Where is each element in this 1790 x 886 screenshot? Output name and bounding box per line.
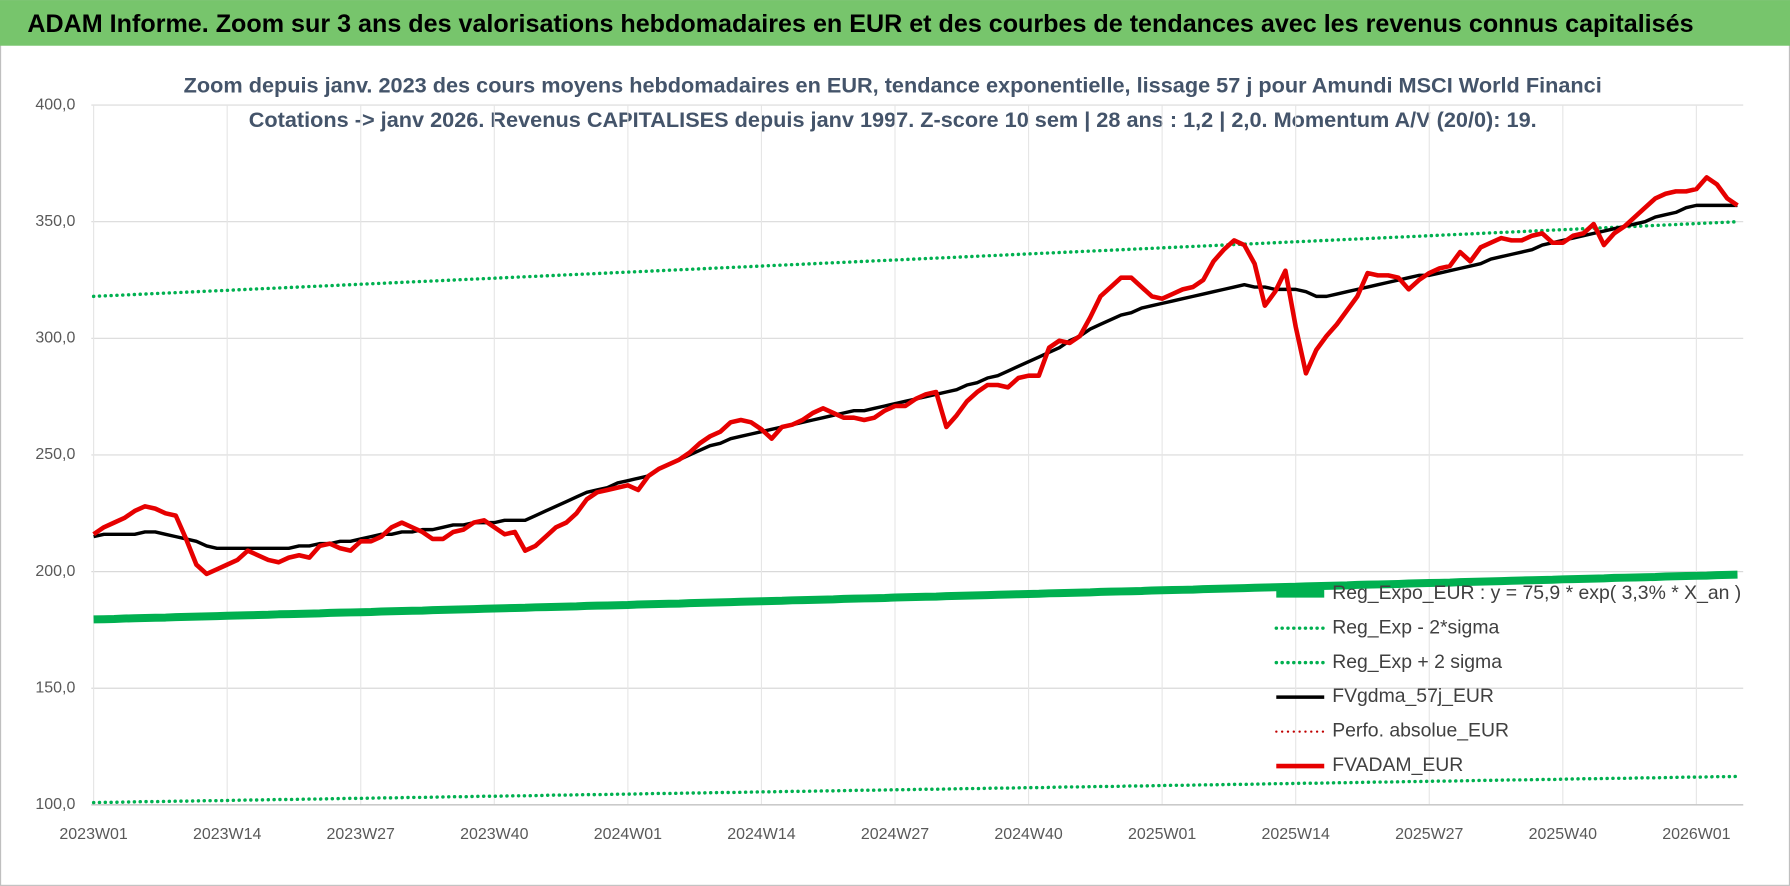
chart-subtitle: Cotations -> janv 2026. Revenus CAPITALI… — [249, 107, 1537, 132]
x-tick-label: 2025W40 — [1529, 826, 1597, 843]
legend-label: FVgdma_57j_EUR — [1332, 685, 1494, 707]
y-tick-label: 250,0 — [35, 446, 75, 463]
legend-label: FVADAM_EUR — [1332, 754, 1463, 776]
x-tick-label: 2025W14 — [1262, 826, 1330, 843]
y-tick-label: 200,0 — [35, 563, 75, 580]
series-line — [93, 570, 1738, 624]
series-line — [92, 175, 1739, 577]
legend-label: Reg_Expo_EUR : y = 75,9 * exp( 3,3% * X_… — [1332, 582, 1741, 604]
y-tick-label: 300,0 — [35, 330, 75, 347]
x-tick-label: 2024W40 — [994, 826, 1062, 843]
y-tick-label: 400,0 — [35, 96, 75, 113]
x-tick-label: 2025W01 — [1128, 826, 1196, 843]
y-tick-label: 100,0 — [35, 796, 75, 813]
legend-label: Perfo. absolue_EUR — [1332, 720, 1509, 742]
title-banner — [0, 0, 1790, 46]
x-tick-label: 2023W40 — [460, 826, 528, 843]
x-tick-label: 2026W01 — [1662, 826, 1730, 843]
x-tick-label: 2025W27 — [1395, 826, 1463, 843]
x-tick-label: 2024W01 — [594, 826, 662, 843]
x-tick-label: 2023W27 — [327, 826, 395, 843]
x-tick-label: 2023W01 — [59, 826, 127, 843]
y-tick-label: 350,0 — [35, 213, 75, 230]
x-tick-label: 2024W27 — [861, 826, 929, 843]
chart-title: ADAM Informe. Zoom sur 3 ans des valoris… — [27, 10, 1693, 38]
series-line — [91, 220, 1740, 299]
chart-subtitle: Zoom depuis janv. 2023 des cours moyens … — [184, 73, 1602, 98]
x-tick-label: 2024W14 — [727, 826, 795, 843]
x-tick-label: 2023W14 — [193, 826, 261, 843]
series-line — [91, 774, 1740, 805]
legend-label: Reg_Exp + 2 sigma — [1332, 651, 1502, 673]
y-tick-label: 150,0 — [35, 679, 75, 696]
legend-label: Reg_Exp - 2*sigma — [1332, 616, 1499, 638]
